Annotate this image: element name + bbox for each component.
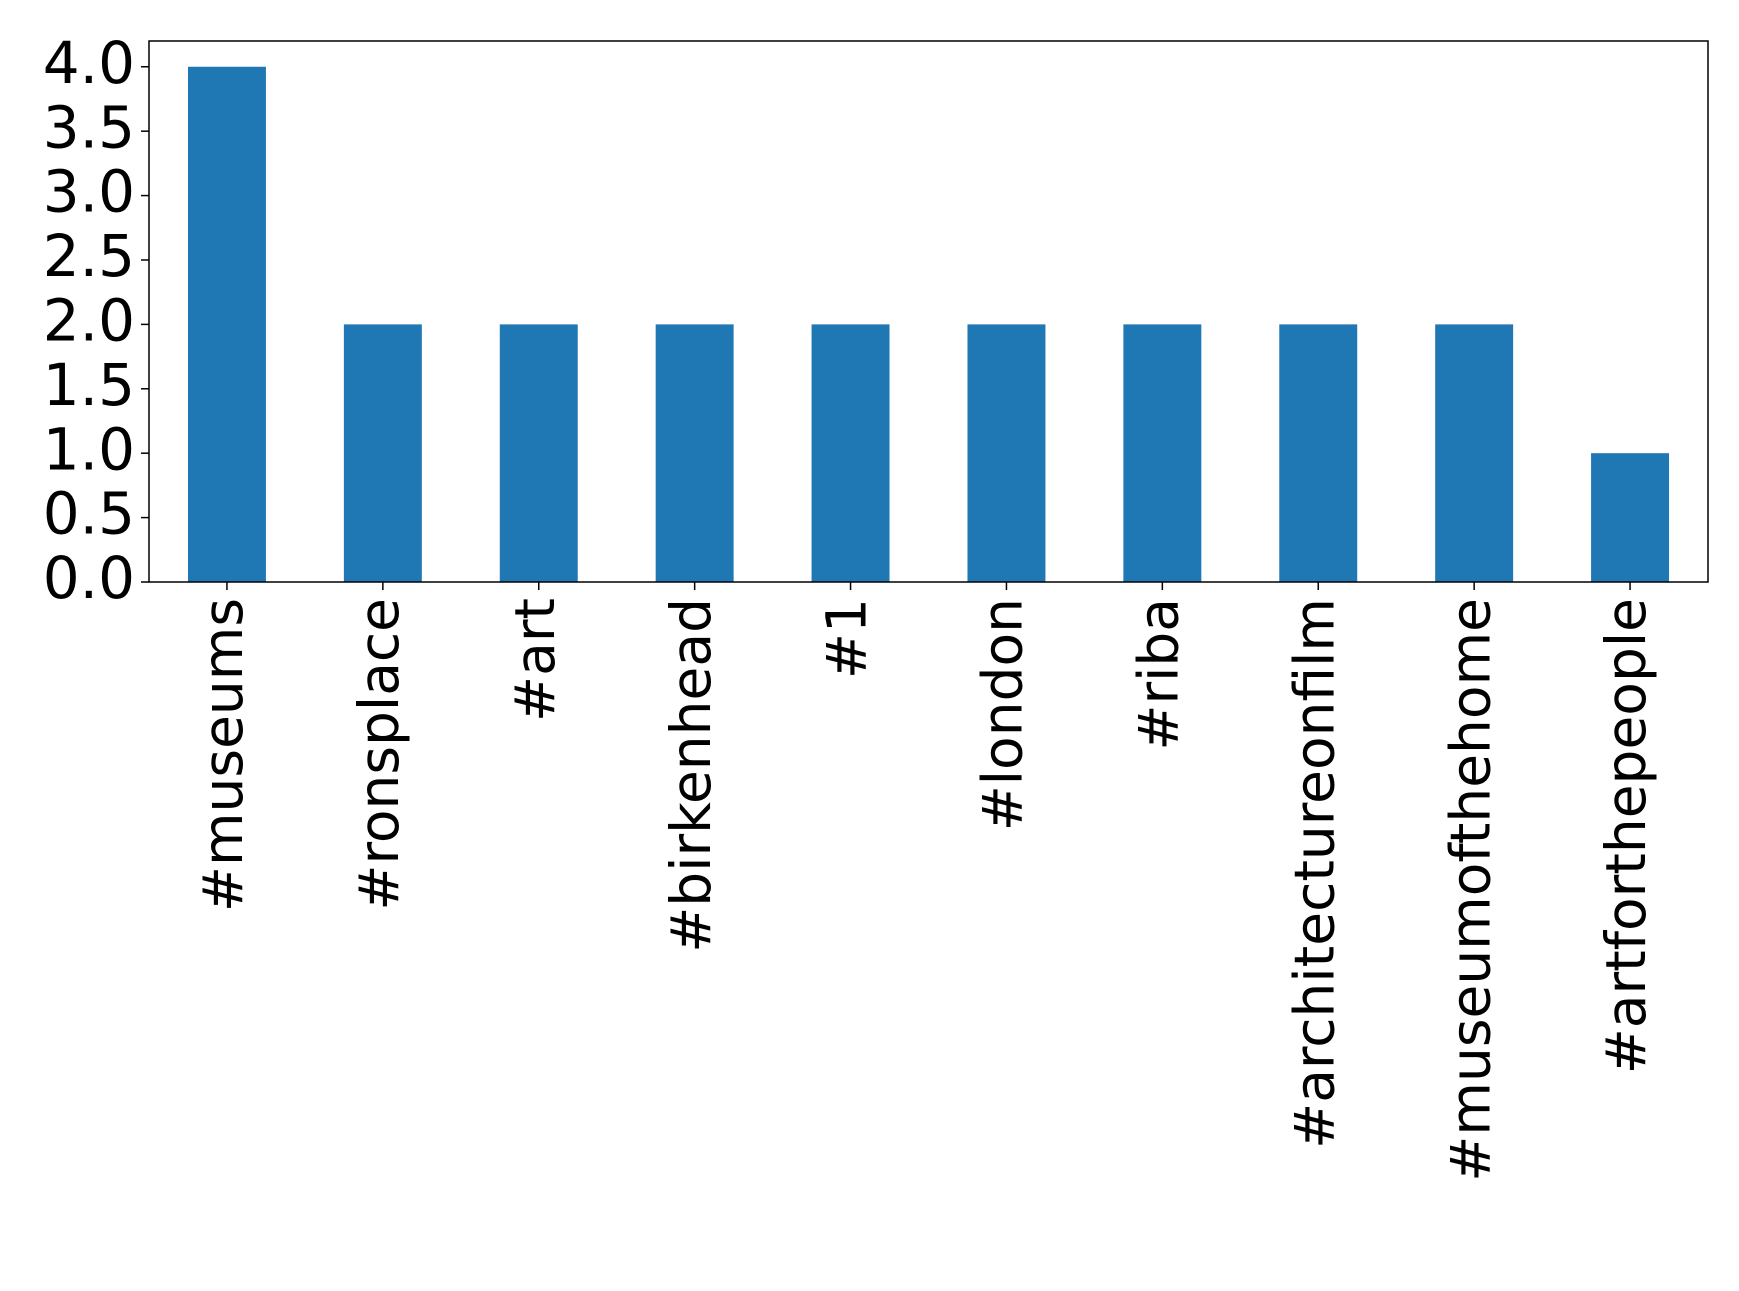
x-tick-label: #birkenhead: [659, 598, 723, 953]
y-tick-label: 1.5: [43, 351, 135, 419]
y-tick-label: 0.0: [43, 544, 135, 612]
x-tick-label: #riba: [1126, 598, 1190, 751]
bar: [1435, 324, 1514, 582]
x-tick-label: #museumofthehome: [1438, 598, 1502, 1182]
y-tick-label: 0.5: [43, 480, 135, 548]
y-tick-label: 2.5: [43, 222, 135, 290]
x-tick-label: #museums: [191, 598, 255, 912]
bar: [499, 324, 578, 582]
x-tick-label: #1: [815, 598, 879, 679]
x-tick-label: #ronsplace: [347, 598, 411, 911]
y-tick-label: 1.0: [43, 415, 135, 483]
axes-frame: [148, 40, 1709, 583]
bar: [1279, 324, 1358, 582]
x-tick-label: #architectureonfilm: [1282, 598, 1346, 1149]
x-tick-label: #art: [503, 598, 567, 722]
x-tick-label: #artforthepeople: [1594, 598, 1658, 1074]
bar: [1123, 324, 1202, 582]
bar: [1591, 453, 1670, 582]
bar: [811, 324, 890, 582]
y-tick-label: 3.0: [43, 158, 135, 226]
bar: [187, 66, 266, 582]
y-tick-label: 3.5: [43, 93, 135, 161]
y-tick-label: 2.0: [43, 286, 135, 354]
x-tick-label: #london: [971, 598, 1035, 831]
bar: [655, 324, 734, 582]
y-tick-label: 4.0: [43, 29, 135, 97]
bar: [343, 324, 422, 582]
bar: [967, 324, 1046, 582]
